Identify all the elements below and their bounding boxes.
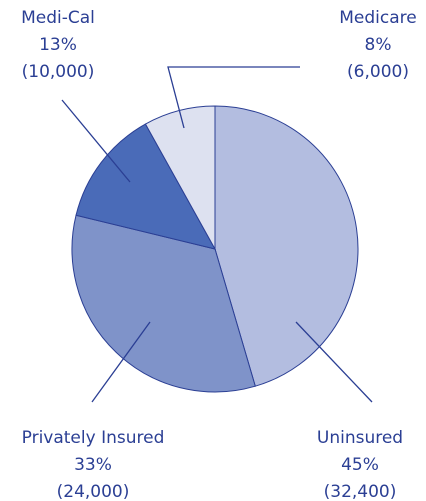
pie-slice [214,105,359,387]
slice-count: (32,400) [324,482,397,501]
leader-line [91,321,151,403]
leader-line [295,321,373,403]
slice-label: Privately Insured [22,428,165,448]
slice-percent: 45% [341,455,379,475]
slice-percent: 8% [365,35,392,55]
slice-label: Medi-Cal [21,8,95,28]
slice-count: (6,000) [347,62,409,82]
slice-count: (24,000) [57,482,130,501]
pie-slice [71,214,256,393]
slice-percent: 33% [74,455,112,475]
pie-slice [75,123,216,250]
slice-count: (10,000) [22,62,95,82]
leader-line [167,66,300,129]
slice-percent: 13% [39,35,77,55]
leader-line [61,99,131,183]
slice-label: Medicare [339,8,416,28]
slice-label: Uninsured [317,428,403,448]
